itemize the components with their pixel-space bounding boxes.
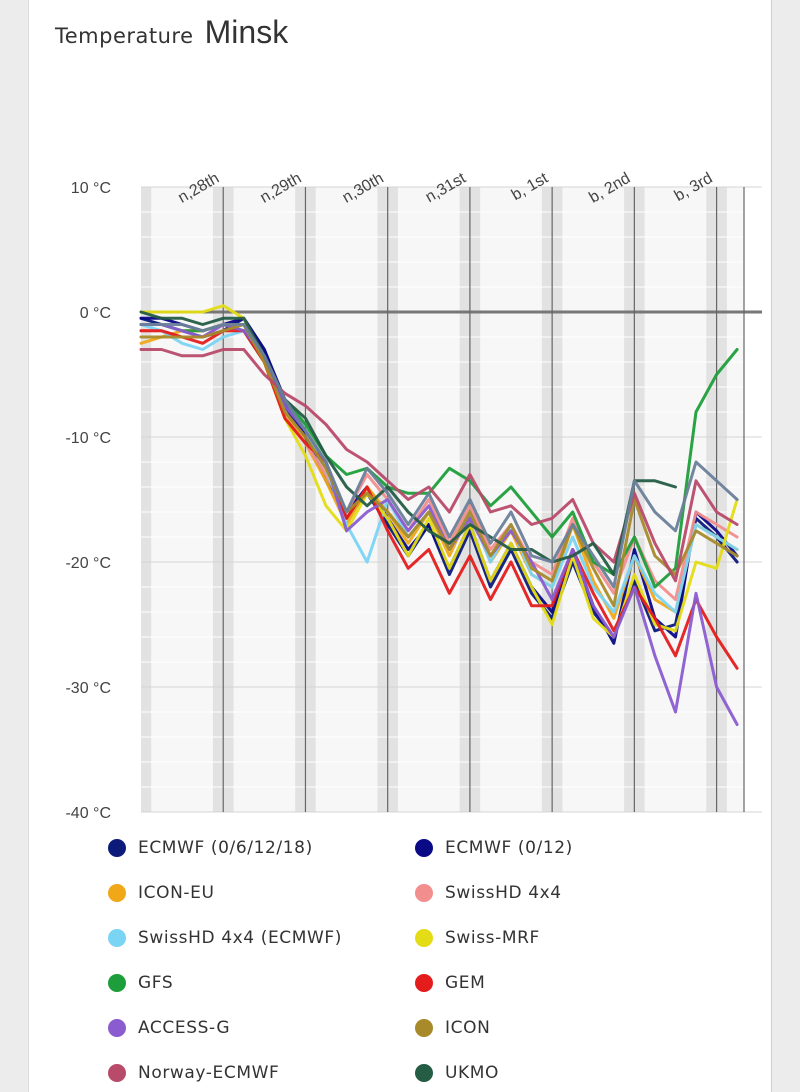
legend-swatch-icon	[415, 884, 433, 902]
legend-label: Norway-ECMWF	[138, 1063, 280, 1083]
chart-title: Temperature Minsk	[55, 14, 288, 51]
night-bands	[141, 187, 744, 812]
series-lines	[139, 304, 739, 726]
legend-label: UKMO	[445, 1063, 500, 1083]
legend-label: SwissHD 4x4 (ECMWF)	[138, 928, 343, 948]
legend-label: ICON	[445, 1018, 491, 1038]
legend-label: ECMWF (0/6/12/18)	[138, 838, 313, 858]
legend-swatch-icon	[415, 974, 433, 992]
legend-swatch-icon	[108, 1019, 126, 1037]
legend-swatch-icon	[415, 929, 433, 947]
title-label: Temperature	[55, 24, 194, 48]
legend-item[interactable]: GFS	[108, 973, 173, 993]
legend-swatch-icon	[108, 1064, 126, 1082]
temperature-chart: 10 °C0 °C-10 °C-20 °C-30 °C-40 °C n,28th…	[65, 169, 762, 822]
y-tick-label: 0 °C	[80, 305, 111, 322]
grid-lines	[141, 186, 762, 813]
legend-label: Swiss-MRF	[445, 928, 540, 948]
legend-item[interactable]: ICON	[415, 1018, 490, 1038]
y-tick-label: -30 °C	[65, 680, 111, 697]
legend-item[interactable]: UKMO	[415, 1063, 499, 1083]
legend-label: ECMWF (0/12)	[445, 838, 573, 858]
legend-item[interactable]: GEM	[415, 973, 485, 993]
legend-item[interactable]: SwissHD 4x4	[415, 883, 562, 903]
title-city: Minsk	[204, 14, 289, 50]
series-line	[139, 304, 739, 639]
legend-label: ACCESS-G	[138, 1018, 231, 1038]
legend-item[interactable]: SwissHD 4x4 (ECMWF)	[108, 928, 342, 948]
y-tick-label: 10 °C	[71, 180, 111, 197]
night-band	[141, 187, 152, 812]
legend-label: GEM	[445, 973, 486, 993]
legend-swatch-icon	[108, 839, 126, 857]
legend-item[interactable]: ACCESS-G	[108, 1018, 230, 1038]
y-tick-label: -10 °C	[65, 430, 111, 447]
legend-swatch-icon	[415, 1064, 433, 1082]
y-tick-label: -20 °C	[65, 555, 111, 572]
legend-item[interactable]: ICON-EU	[108, 883, 215, 903]
y-axis-ticks: 10 °C 0 °C -10 °C -20 °C -30 °C -40 °C	[65, 180, 111, 822]
legend-swatch-icon	[415, 1019, 433, 1037]
legend-item[interactable]: ECMWF (0/12)	[415, 838, 573, 858]
series-line	[139, 348, 739, 583]
y-tick-label: -40 °C	[65, 805, 111, 822]
legend-label: ICON-EU	[138, 883, 215, 903]
legend-swatch-icon	[415, 839, 433, 857]
legend-swatch-icon	[108, 929, 126, 947]
legend-item[interactable]: Swiss-MRF	[415, 928, 540, 948]
legend-swatch-icon	[108, 884, 126, 902]
legend-label: SwissHD 4x4	[445, 883, 562, 903]
legend-item[interactable]: Norway-ECMWF	[108, 1063, 279, 1083]
series-line	[139, 323, 739, 589]
legend-label: GFS	[138, 973, 174, 993]
legend-item[interactable]: ECMWF (0/6/12/18)	[108, 838, 313, 858]
legend-swatch-icon	[108, 974, 126, 992]
